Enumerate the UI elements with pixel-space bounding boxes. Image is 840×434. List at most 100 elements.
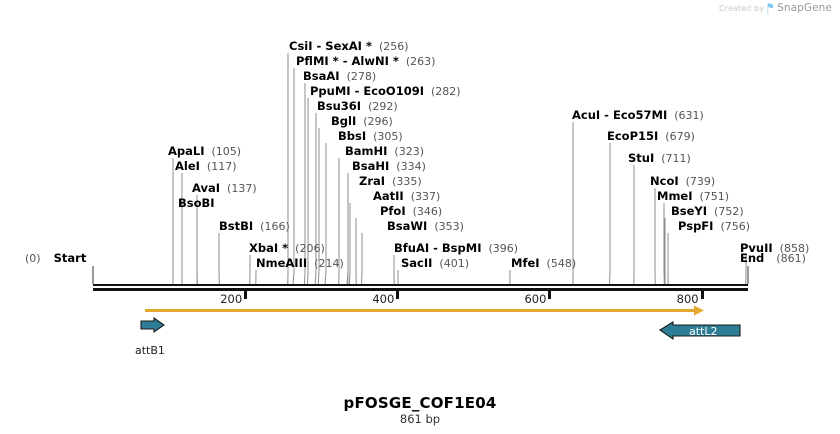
enzyme-label[interactable]: PvuII (858) <box>740 241 810 255</box>
feature-label-attL2: attL2 <box>689 325 718 338</box>
ruler-label: 600 <box>524 292 547 306</box>
enzyme-label[interactable]: NcoI (739) <box>650 174 716 188</box>
snapgene-flag-icon <box>767 2 774 14</box>
enzyme-label[interactable]: BsaAI (278) <box>303 70 377 83</box>
enzyme-label[interactable]: NmeAIII (214) <box>256 256 344 270</box>
enzyme-name: PspFI <box>678 219 714 233</box>
enzyme-label[interactable]: MmeI (751) <box>657 189 730 203</box>
enzyme-label[interactable]: BamHI (323) <box>345 145 425 158</box>
enzyme-name: BbsI <box>338 129 367 143</box>
enzyme-label[interactable]: PfoI (346) <box>380 204 443 218</box>
feature-arrow-attL2[interactable] <box>659 319 742 343</box>
enzyme-position: (401) <box>439 257 470 270</box>
enzyme-name: BstBI <box>219 219 254 233</box>
enzyme-label[interactable]: AatII (337) <box>373 189 441 203</box>
enzyme-label[interactable]: EcoP15I (679) <box>607 129 695 143</box>
enzyme-name: AvaI <box>192 181 221 195</box>
enzyme-name: XbaI * <box>249 241 289 255</box>
enzyme-position: (752) <box>714 205 744 218</box>
backbone-line-lower <box>93 288 748 291</box>
enzyme-label[interactable]: BsaHI (334) <box>352 160 426 173</box>
enzyme-name: NcoI <box>650 174 679 188</box>
enzyme-name: ZraI <box>359 174 386 188</box>
feature-label-attB1: attB1 <box>135 344 165 357</box>
enzyme-name: BglI <box>331 114 357 128</box>
enzyme-position: (292) <box>368 100 398 113</box>
enzyme-label[interactable]: PpuMI - EcoO109I (282) <box>310 84 461 98</box>
enzyme-name: BsaWI <box>387 219 428 233</box>
enzyme-label[interactable]: PspFI (756) <box>678 219 751 233</box>
enzyme-position: (751) <box>699 190 730 203</box>
enzyme-name: SacII <box>401 256 433 270</box>
enzyme-label[interactable]: AvaI (137) <box>192 181 257 195</box>
enzyme-label[interactable]: ZraI (335) <box>359 174 422 188</box>
feature-arrow-attB1[interactable] <box>140 317 166 339</box>
enzyme-label[interactable]: AleI (117) <box>175 160 237 172</box>
watermark-brand: SnapGene <box>777 2 832 14</box>
enzyme-position: (334) <box>396 160 426 173</box>
enzyme-label[interactable]: BstBI (166) <box>219 219 290 233</box>
enzyme-label[interactable]: BsoBI <box>178 196 215 210</box>
gateway-span-line <box>145 309 700 312</box>
enzyme-position: (631) <box>674 109 704 122</box>
enzyme-name: EcoP15I <box>607 129 659 143</box>
enzyme-position: (346) <box>412 205 443 218</box>
enzyme-name: BseYI <box>671 204 708 218</box>
enzyme-position: (282) <box>430 85 461 98</box>
enzyme-name: StuI <box>628 151 655 165</box>
enzyme-position: (711) <box>661 152 691 165</box>
enzyme-position: (278) <box>346 70 377 83</box>
enzyme-label[interactable]: Bsu36I (292) <box>317 99 398 113</box>
enzyme-name: BsoBI <box>178 196 215 210</box>
enzyme-position: (166) <box>260 220 290 233</box>
enzyme-position: (396) <box>488 242 519 255</box>
enzyme-name: PpuMI - EcoO109I <box>310 84 424 98</box>
enzyme-position: (739) <box>685 175 716 188</box>
enzyme-label[interactable]: XbaI * (206) <box>249 241 325 255</box>
start-label: Start <box>53 251 87 265</box>
ruler-tick <box>548 291 552 299</box>
enzyme-position: (296) <box>363 115 393 128</box>
enzyme-label[interactable]: BsaWI (353) <box>387 219 464 233</box>
start-position: (0) <box>25 252 41 265</box>
start-annotation: (0) Start <box>25 251 87 265</box>
enzyme-name: PfoI <box>380 204 406 218</box>
enzyme-position: (858) <box>779 242 810 255</box>
enzyme-position: (337) <box>410 190 441 203</box>
enzyme-position: (206) <box>295 242 325 255</box>
enzyme-name: Bsu36I <box>317 99 362 113</box>
enzyme-name: PvuII <box>740 241 773 255</box>
enzyme-position: (137) <box>227 182 257 195</box>
enzyme-name: MmeI <box>657 189 693 203</box>
enzyme-position: (323) <box>394 145 425 158</box>
enzyme-name: AatII <box>373 189 404 203</box>
ruler-label: 800 <box>676 292 699 306</box>
enzyme-label[interactable]: AcuI - Eco57MI (631) <box>572 109 704 122</box>
enzyme-label[interactable]: PflMI * - AlwNI * (263) <box>296 55 435 67</box>
enzyme-position: (756) <box>720 220 751 233</box>
enzyme-label[interactable]: MfeI (548) <box>511 256 577 270</box>
ruler-label: 200 <box>220 292 243 306</box>
enzyme-label[interactable]: SacII (401) <box>401 256 470 270</box>
enzyme-label[interactable]: BfuAI - BspMI (396) <box>394 242 519 255</box>
page-title: pFOSGE_COF1E04 <box>343 394 497 412</box>
enzyme-label[interactable]: BseYI (752) <box>671 204 744 218</box>
snapgene-watermark: Created by SnapGene <box>719 2 832 14</box>
enzyme-leader-line <box>348 203 351 285</box>
ruler-tick <box>700 291 704 299</box>
enzyme-label[interactable]: BbsI (305) <box>338 129 403 143</box>
end-position: (861) <box>776 252 806 265</box>
enzyme-position: (679) <box>665 130 695 143</box>
watermark-prefix: Created by <box>719 3 765 13</box>
enzyme-label[interactable]: StuI (711) <box>628 151 691 165</box>
enzyme-label[interactable]: ApaLI (105) <box>168 145 241 157</box>
enzyme-position: (256) <box>378 40 409 53</box>
enzyme-position: (305) <box>373 130 403 143</box>
ruler-tick <box>396 291 400 299</box>
enzyme-label[interactable]: BglI (296) <box>331 114 393 128</box>
enzyme-label[interactable]: CsiI - SexAI * (256) <box>289 40 409 53</box>
enzyme-name: MfeI <box>511 256 540 270</box>
enzyme-position: (548) <box>546 257 577 270</box>
enzyme-name: NmeAIII <box>256 256 308 270</box>
